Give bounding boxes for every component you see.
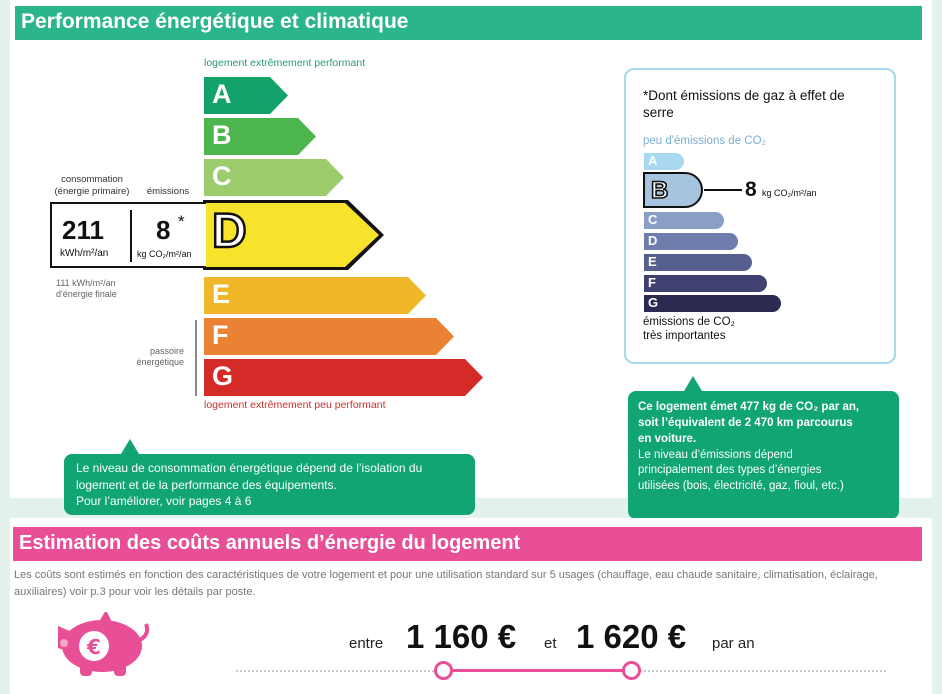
- class-arrow-g: G: [204, 359, 483, 396]
- ges-info-bubble: Ce logement émet 477 kg de CO₂ par an, s…: [628, 391, 899, 519]
- ges-bar-a: A: [644, 153, 684, 170]
- values-box: [50, 202, 206, 268]
- ges-letter-f: F: [648, 275, 656, 290]
- class-arrow-f: F: [204, 318, 454, 355]
- piggy-euro-symbol: €: [86, 635, 101, 659]
- energy-section-header: Performance énergétique et climatique: [15, 6, 922, 40]
- class-letter-c: C: [212, 161, 232, 191]
- class-arrow-e: E: [204, 277, 426, 314]
- ges-letter-a: A: [648, 153, 658, 168]
- cost-max-value: 1 620 €: [576, 618, 687, 655]
- emissions-value: 8: [156, 215, 171, 245]
- consumption-value: 211: [62, 215, 104, 245]
- ges-bar-c: C: [644, 212, 724, 229]
- ges-pointer-line: [704, 189, 742, 191]
- label-most-efficient: logement extrêmement performant: [204, 57, 366, 69]
- energy-section-title: Performance énergétique et climatique: [21, 10, 409, 33]
- ges-bar-b-current: B: [643, 172, 703, 208]
- consumption-label: consommation (énergie primaire): [54, 174, 130, 197]
- consumption-unit: kWh/m²/an: [60, 248, 109, 259]
- ges-bar-e: E: [644, 254, 752, 271]
- class-letter-a: A: [212, 79, 232, 109]
- cost-range-max-marker: [622, 661, 641, 680]
- passoire-bracket: [195, 320, 197, 396]
- costs-section-header: Estimation des coûts annuels d’énergie d…: [13, 527, 922, 561]
- passoire-label: passoire énergétique: [136, 346, 184, 368]
- emissions-unit: kg CO₂/m²/an: [137, 249, 192, 259]
- costs-note: Les coûts sont estimés en fonction des c…: [14, 569, 878, 598]
- ges-unit: kg CO₂/m²/an: [762, 188, 817, 198]
- ges-value: 8: [745, 178, 757, 201]
- ges-low-label: peu d'émissions de CO₂: [643, 135, 766, 147]
- ges-letter-b: B: [650, 176, 669, 205]
- ges-bubble-tip: [684, 376, 702, 391]
- ges-bar-f: F: [644, 275, 767, 292]
- emissions-label: émissions: [146, 186, 190, 197]
- cost-range-min-marker: [434, 661, 453, 680]
- ges-title: *Dont émissions de gaz à effet de serre: [643, 88, 845, 120]
- class-letter-d: D: [211, 205, 248, 258]
- class-letter-b: B: [212, 120, 232, 150]
- class-arrow-d-fill: [206, 203, 379, 267]
- class-letter-g: G: [212, 361, 234, 391]
- energy-bubble-tip: [121, 439, 139, 454]
- cost-and-label: et: [544, 635, 557, 652]
- emissions-star: *: [178, 212, 185, 231]
- ges-bar-d: D: [644, 233, 738, 250]
- label-least-efficient: logement extrêmement peu performant: [204, 399, 386, 411]
- cost-min-value: 1 160 €: [406, 618, 517, 655]
- cost-range-bar: [443, 669, 631, 672]
- cost-per-year-label: par an: [712, 635, 755, 652]
- final-energy-label: 111 kWh/m²/an d'énergie finale: [56, 278, 117, 300]
- class-letter-e: E: [212, 279, 231, 309]
- class-letter-f: F: [212, 320, 229, 350]
- energy-info-bubble: Le niveau de consommation énergétique dé…: [64, 454, 475, 515]
- cost-between-label: entre: [349, 635, 384, 652]
- ges-letter-d: D: [648, 233, 658, 248]
- class-arrow-a: A: [204, 77, 288, 114]
- class-arrow-c: C: [204, 159, 344, 196]
- ges-letter-g: G: [648, 295, 659, 310]
- ges-bar-g: G: [644, 295, 781, 312]
- ges-letter-e: E: [648, 254, 657, 269]
- costs-section-title: Estimation des coûts annuels d’énergie d…: [19, 532, 521, 554]
- ges-high-label: émissions de CO₂ très importantes: [643, 316, 736, 342]
- values-separator: [130, 210, 132, 262]
- piggy-bank-icon: €: [58, 612, 150, 676]
- ges-letter-c: C: [648, 212, 658, 227]
- class-arrow-b: B: [204, 118, 316, 155]
